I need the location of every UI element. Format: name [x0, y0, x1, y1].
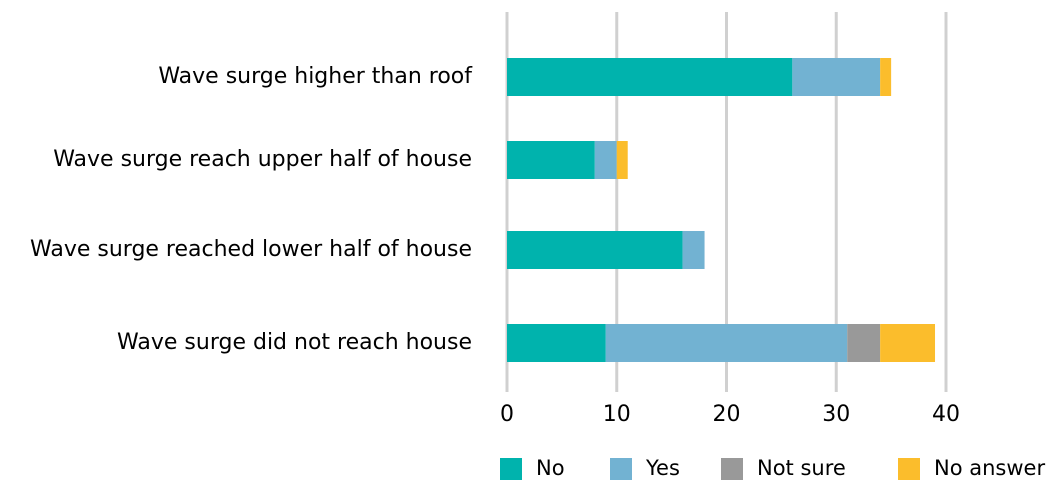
bar-segment: [507, 141, 595, 179]
bar-segment: [605, 324, 848, 362]
x-tick-label: 20: [713, 402, 741, 427]
bar-segment: [616, 141, 628, 179]
legend-swatch: [721, 458, 743, 480]
bar-segment: [847, 324, 881, 362]
legend-swatch: [898, 458, 920, 480]
bar-segment: [507, 58, 793, 96]
category-label: Wave surge reached lower half of house: [30, 237, 472, 262]
category-label: Wave surge did not reach house: [117, 330, 472, 355]
category-label: Wave surge higher than roof: [158, 64, 473, 89]
bar-segment: [880, 324, 936, 362]
legend-swatch: [610, 458, 632, 480]
bar-segment: [880, 58, 892, 96]
bar-segment: [682, 231, 705, 269]
bar-segment: [792, 58, 881, 96]
legend-label: No: [536, 456, 565, 480]
bar-segment: [507, 324, 606, 362]
bar-segment: [507, 231, 683, 269]
category-label: Wave surge reach upper half of house: [53, 147, 472, 172]
x-tick-label: 10: [603, 402, 631, 427]
legend-label: Yes: [645, 456, 680, 480]
legend-swatch: [500, 458, 522, 480]
bar-segment: [594, 141, 617, 179]
x-tick-label: 30: [822, 402, 850, 427]
x-tick-label: 40: [932, 402, 960, 427]
legend-label: No answer: [934, 456, 1045, 480]
legend-label: Not sure: [757, 456, 846, 480]
x-tick-label: 0: [500, 402, 514, 427]
